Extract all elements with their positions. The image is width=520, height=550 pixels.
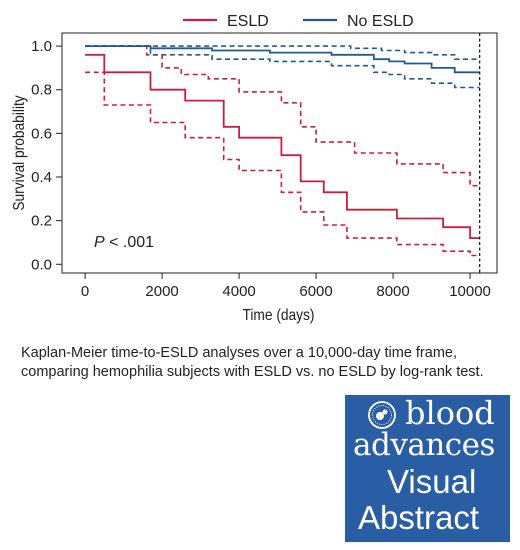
y-tick-label: 0.0 bbox=[31, 256, 52, 273]
x-tick-label: 4000 bbox=[222, 283, 255, 300]
badge-word-blood: blood bbox=[405, 395, 495, 432]
y-tick-label: 0.8 bbox=[31, 82, 52, 99]
legend-label-esld: ESLD bbox=[227, 13, 269, 30]
caption-line-1: Kaplan-Meier time-to-ESLD analyses over … bbox=[21, 345, 457, 361]
esld-ci-lower-line bbox=[85, 71, 480, 257]
legend-label-no-esld: No ESLD bbox=[347, 13, 414, 30]
y-axis-label: Survival probability bbox=[10, 95, 28, 211]
p-value-annotation: P < .001 bbox=[94, 234, 154, 251]
no-esld-survival-line bbox=[85, 45, 480, 74]
chart-labels: 0 2000 4000 6000 8000 10000 0.0 0.2 0.4 0.6 0.8 1.0… bbox=[10, 38, 491, 324]
x-tick-label: 0 bbox=[81, 283, 89, 300]
x-tick-label: 8000 bbox=[376, 283, 409, 300]
kaplan-meier-chart: ESLD No ESLD 0 2000 4000 6000 8000 10000 0.0 0.2… bbox=[10, 13, 498, 324]
badge-word-advances: advances bbox=[353, 427, 495, 463]
chart-series bbox=[85, 33, 481, 273]
badge-word-visual: Visual bbox=[387, 463, 477, 500]
figure-caption: Kaplan-Meier time-to-ESLD analyses over … bbox=[21, 344, 507, 382]
y-tick-label: 0.4 bbox=[31, 169, 52, 186]
x-tick-label: 10000 bbox=[449, 283, 491, 300]
caption-line-2: comparing hemophilia subjects with ESLD … bbox=[21, 364, 484, 380]
x-tick-label: 2000 bbox=[145, 283, 178, 300]
y-tick-label: 0.2 bbox=[31, 213, 52, 230]
y-tick-label: 0.6 bbox=[31, 125, 52, 142]
badge-word-abstract: Abstract bbox=[358, 499, 480, 536]
x-axis-label: Time (days) bbox=[242, 306, 314, 324]
esld-survival-line bbox=[85, 53, 480, 239]
esld-ci-upper-line bbox=[85, 45, 480, 187]
chart-axes bbox=[56, 32, 498, 279]
x-tick-label: 6000 bbox=[299, 283, 332, 300]
chart-legend: ESLD No ESLD bbox=[183, 13, 414, 30]
society-seal-icon bbox=[368, 401, 396, 429]
blood-advances-badge: blood advances Visual Abstract bbox=[345, 395, 510, 542]
plot-frame bbox=[61, 32, 498, 274]
y-tick-label: 1.0 bbox=[31, 38, 52, 55]
no-esld-ci-lower-line bbox=[85, 45, 480, 89]
no-esld-ci-upper-line bbox=[85, 45, 480, 60]
